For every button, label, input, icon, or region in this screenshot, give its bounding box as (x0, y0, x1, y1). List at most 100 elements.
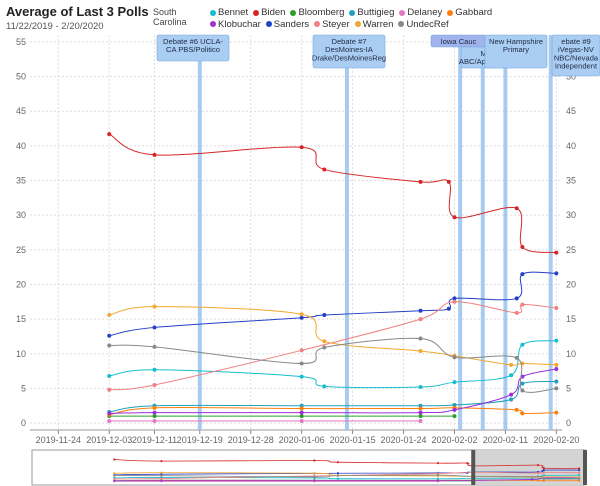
data-point-delaney (152, 418, 157, 423)
data-point-sanders (152, 325, 157, 330)
date-range-subtitle: 11/22/2019 - 2/20/2020 (6, 21, 104, 32)
data-point-buttigieg (520, 381, 525, 386)
data-point-warren (554, 362, 559, 367)
brush-point-bennet (578, 474, 581, 477)
event-marker-band (480, 35, 485, 430)
data-point-undecref (514, 355, 519, 360)
y-tick-label-right: 40 (566, 141, 576, 151)
brush-point-biden (578, 467, 581, 470)
data-point-gabbard (299, 406, 304, 411)
brush-handle[interactable] (471, 450, 476, 485)
data-point-gabbard (152, 405, 157, 410)
legend-item-steyer[interactable]: Steyer (314, 19, 350, 30)
data-point-undecref (322, 345, 327, 350)
data-point-bennet (509, 373, 514, 378)
legend-item-biden[interactable]: Biden (253, 7, 285, 18)
data-point-steyer (452, 299, 457, 304)
y-tick-label: 40 (16, 141, 26, 151)
legend-item-undecref[interactable]: UndecRef (398, 18, 449, 30)
data-point-steyer (107, 387, 112, 392)
brush-point-steyer (160, 477, 163, 480)
data-point-gabbard (554, 410, 559, 415)
x-tick-label: 2019-12-28 (228, 435, 274, 445)
series-line-biden (108, 133, 557, 254)
legend-label: Buttigieg (357, 7, 395, 18)
y-tick-label-right: 5 (566, 383, 571, 393)
event-marker-band (548, 35, 553, 430)
brush-point-sanders (542, 469, 545, 472)
brush-point-biden (113, 458, 116, 461)
data-point-bloomberg (152, 414, 157, 419)
data-point-buttigieg (418, 403, 423, 408)
data-point-bloomberg (299, 414, 304, 419)
brush-point-klobuchar (436, 479, 440, 482)
legend-swatch (349, 9, 356, 16)
data-point-delaney (418, 418, 423, 423)
y-tick-label: 0 (21, 418, 26, 428)
data-point-delaney (107, 418, 112, 423)
brush-point-gabbard (578, 479, 581, 482)
y-tick-label-right: 35 (566, 176, 576, 186)
y-tick-label: 10 (16, 349, 26, 359)
data-point-steyer (418, 317, 423, 322)
legend-label: Klobuchar (218, 18, 261, 30)
event-label[interactable]: Debate #6 UCLA-CA PBS/Politico (156, 34, 230, 62)
data-point-bennet (322, 384, 327, 389)
x-tick-label: 2020-01-06 (279, 435, 325, 445)
data-point-bennet (554, 338, 559, 343)
event-label[interactable]: New Hampshire Primary (484, 34, 548, 69)
data-point-sanders (299, 315, 304, 320)
legend-item-delaney[interactable]: Delaney (399, 7, 442, 18)
legend-swatch (253, 9, 260, 16)
legend-label: Biden (261, 7, 286, 18)
brush-point-undecref (113, 474, 116, 477)
legend-item-sanders[interactable]: Sanders (265, 19, 309, 30)
brush-point-steyer (578, 471, 581, 474)
brush-point-gabbard (542, 479, 545, 482)
legend-item-gabbard[interactable]: Gabbard (447, 7, 492, 18)
event-label-box (484, 34, 548, 69)
legend-item-klobuchar[interactable]: Klobuchar (210, 19, 261, 30)
x-tick-label: 2019-12-11 (132, 435, 177, 445)
x-tick-label: 2019-12-03 (86, 435, 132, 445)
data-point-warren (418, 349, 423, 353)
event-label[interactable]: Iowa Cauc (430, 34, 487, 48)
brush-point-warren (578, 475, 581, 479)
data-point-biden (520, 245, 525, 250)
x-tick-label: 2020-02-20 (533, 435, 579, 445)
event-label-text: ebate #9 iVegas-NV NBC/Nevada Independent (554, 37, 599, 71)
legend-item-buttigieg[interactable]: Buttigieg (349, 7, 394, 18)
event-label-text: Debate #6 UCLA-CA PBS/Politico (163, 37, 223, 54)
event-label-text: Iowa Cauc (441, 37, 477, 46)
legend-swatch (314, 21, 321, 27)
data-point-sanders (452, 296, 457, 301)
data-point-bloomberg (452, 414, 457, 419)
data-point-biden (514, 206, 519, 211)
data-point-biden (107, 132, 112, 137)
brush-point-bennet (336, 477, 340, 480)
brush-point-klobuchar (113, 479, 116, 482)
legend-swatch (398, 21, 405, 27)
legend-label: UndecRef (406, 18, 449, 30)
brush-handle[interactable] (583, 450, 587, 485)
data-point-warren (322, 339, 327, 344)
data-point-undecref (520, 388, 525, 393)
legend-item-bloomberg[interactable]: Bloomberg (290, 7, 344, 18)
event-label[interactable]: ebate #9 iVegas-NV NBC/Nevada Independent (551, 34, 600, 77)
event-marker-band (344, 35, 349, 430)
data-point-klobuchar (452, 407, 457, 412)
data-point-steyer (514, 310, 519, 315)
brush-point-undecref (436, 473, 440, 477)
legend-item-warren[interactable]: Warren (354, 19, 393, 30)
data-point-sanders (520, 272, 525, 277)
data-point-klobuchar (107, 411, 112, 416)
brush-point-undecref (336, 474, 340, 477)
event-label[interactable]: Debate #7 DesMoines-IA Drake/DesMoinesReg (312, 34, 386, 69)
data-point-klobuchar (509, 392, 514, 397)
brush-series-undecref (114, 474, 580, 480)
legend-item-bennet[interactable]: Bennet (210, 7, 248, 18)
data-point-biden (446, 179, 451, 184)
data-point-sanders (418, 308, 423, 313)
legend-swatch (265, 21, 272, 27)
